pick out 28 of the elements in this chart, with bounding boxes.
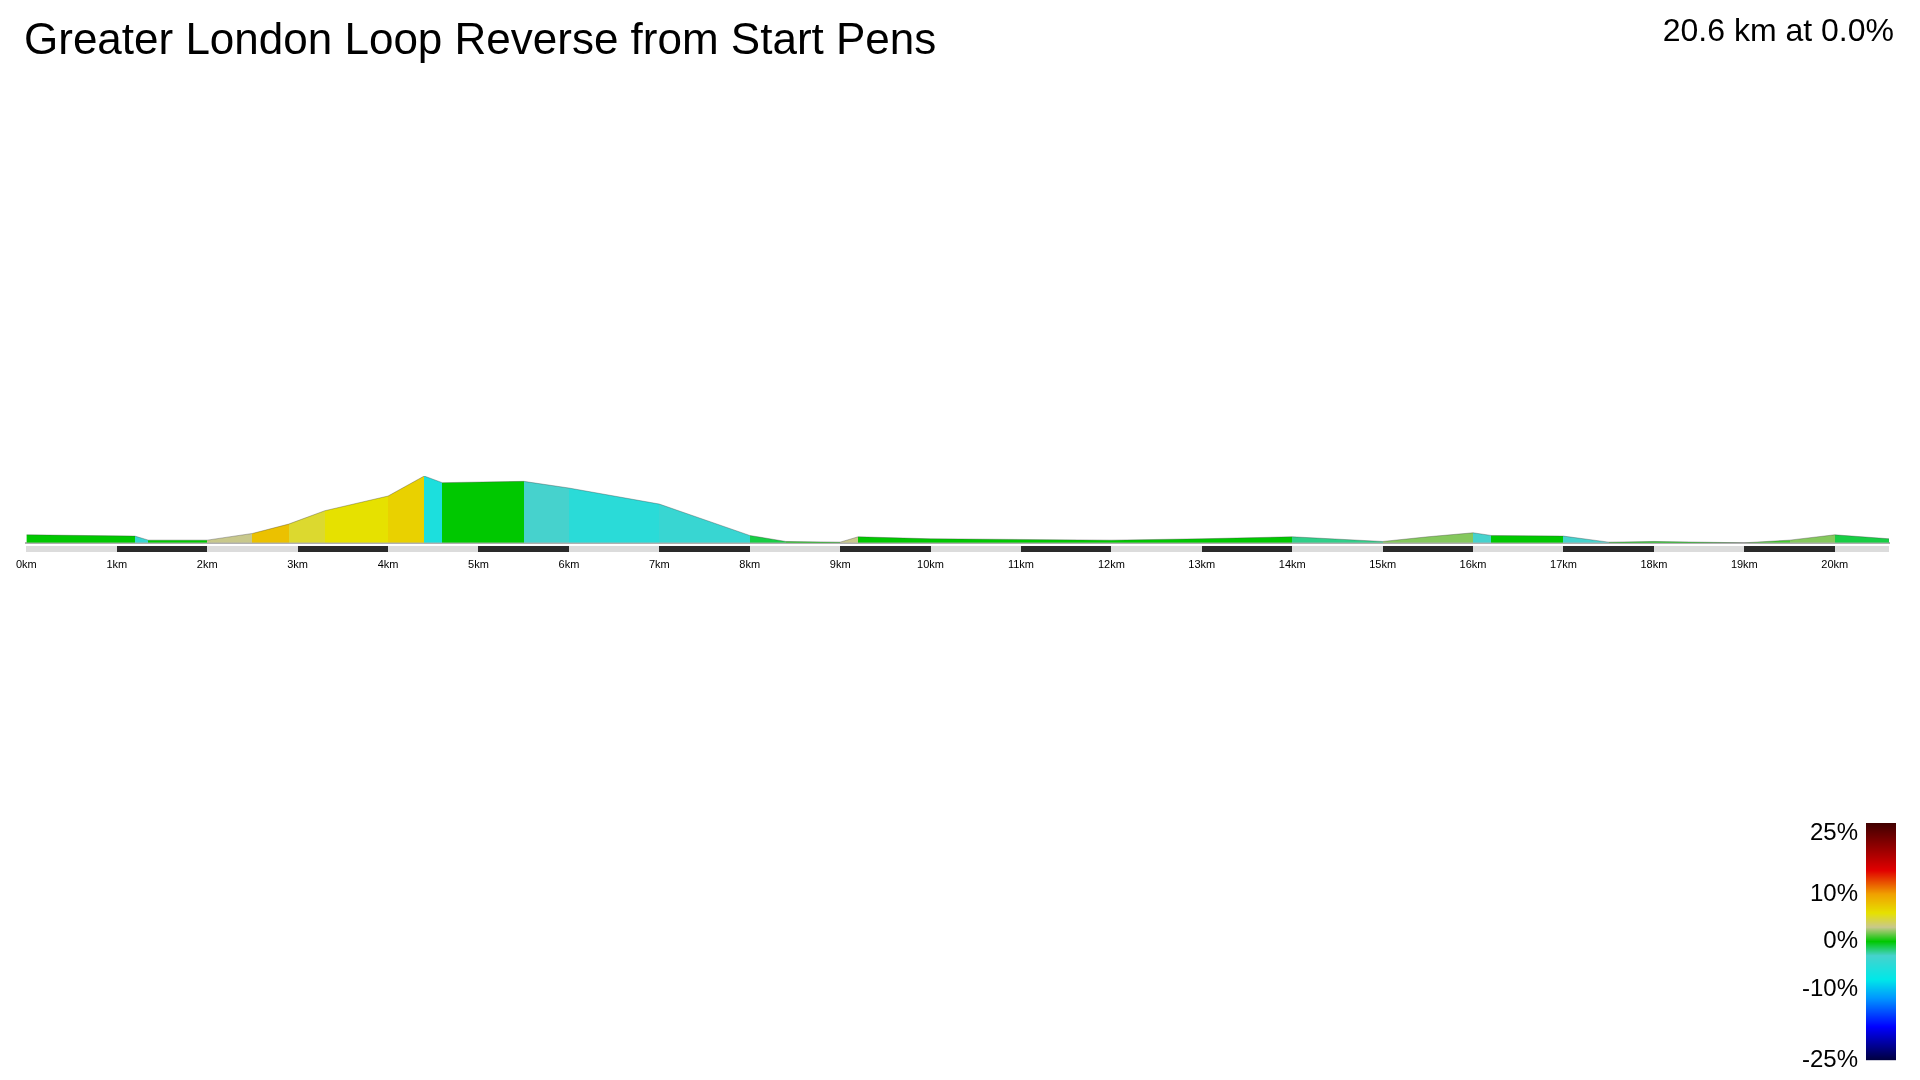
text: 20.6 km at 0.0% bbox=[1662, 12, 1894, 49]
x-tick-label: 6km bbox=[558, 558, 580, 571]
x-tick-label: 4km bbox=[377, 558, 399, 571]
x-tick-label: 3km bbox=[287, 558, 309, 571]
x-tick-label: 12km bbox=[1097, 558, 1125, 571]
x-tick-label: 20km bbox=[1821, 558, 1849, 571]
x-tick-label: 9km bbox=[829, 558, 851, 571]
x-tick-label: 15km bbox=[1369, 558, 1397, 571]
color-bar-label: -10% bbox=[1801, 973, 1858, 1001]
color-bar-label: 0% bbox=[1823, 926, 1858, 954]
x-tick-label: 18km bbox=[1640, 558, 1668, 571]
color-bar-label: 25% bbox=[1809, 817, 1858, 845]
x-tick-label: 17km bbox=[1550, 558, 1577, 571]
x-tick-label: 16km bbox=[1459, 558, 1487, 571]
x-tick-label: 14km bbox=[1278, 558, 1306, 571]
x-tick-label: 11km bbox=[1007, 558, 1035, 571]
x-tick-label: 0km bbox=[16, 558, 37, 571]
x-tick-label: 1km bbox=[106, 558, 128, 571]
x-tick-label: 19km bbox=[1730, 558, 1758, 571]
x-tick-label: 13km bbox=[1188, 558, 1216, 571]
color-bar-label: -25% bbox=[1801, 1044, 1858, 1072]
x-tick-label: 2km bbox=[196, 558, 218, 571]
x-tick-label: 8km bbox=[739, 558, 761, 571]
x-tick-label: 7km bbox=[648, 558, 670, 571]
x-tick-label: 10km bbox=[917, 558, 945, 571]
chart-title: Greater London Loop Reverse from Start Pens bbox=[24, 14, 937, 64]
color-bar-label: 10% bbox=[1809, 878, 1858, 906]
x-tick-label: 5km bbox=[468, 558, 489, 571]
